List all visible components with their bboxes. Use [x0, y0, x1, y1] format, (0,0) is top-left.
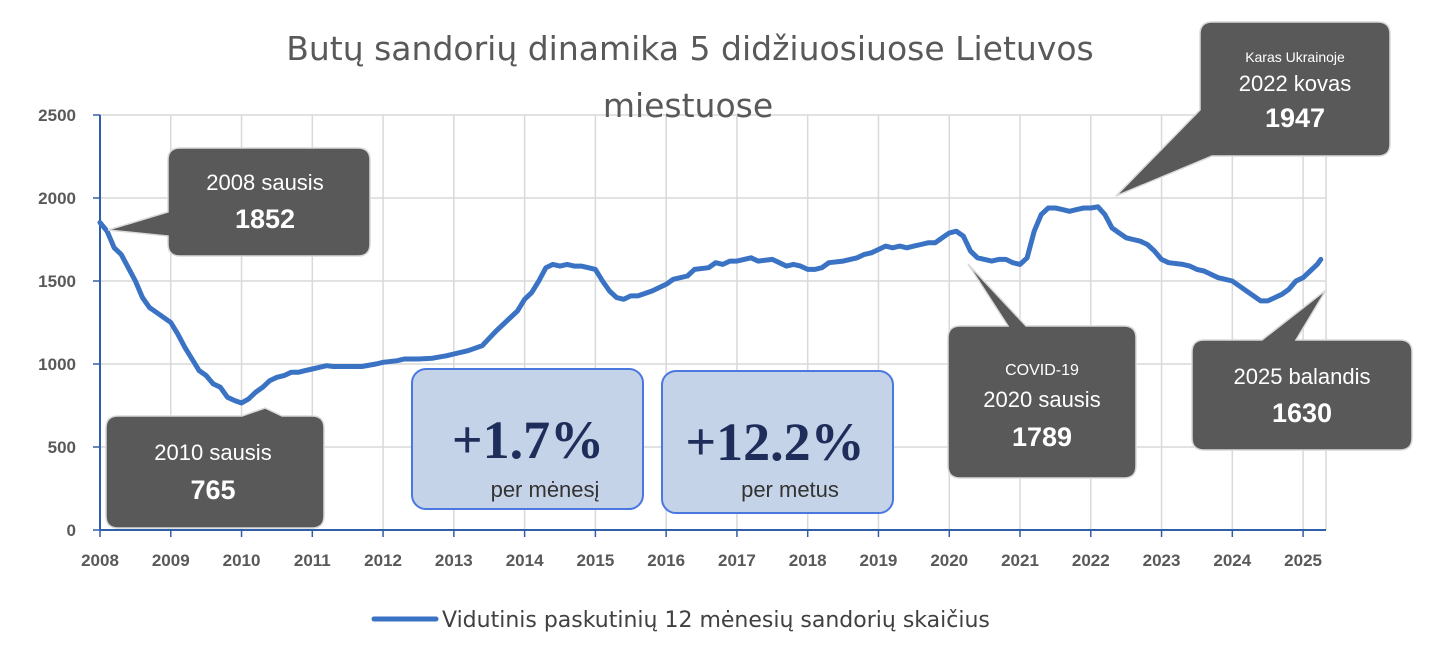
- x-tick-label: 2025: [1284, 551, 1322, 570]
- x-tick-label: 2012: [364, 551, 402, 570]
- callout-2020-label: 2020 sausis: [983, 387, 1100, 412]
- callout-2020-value: 1789: [1012, 422, 1072, 452]
- y-axis-tick-labels: 0 500 1000 1500 2000 2500: [38, 106, 76, 540]
- callout-2008-label: 2008 sausis: [206, 170, 323, 195]
- callout-2025: 2025 balandis 1630: [1191, 289, 1413, 451]
- chart-title-line2: miestuose: [603, 86, 773, 125]
- stat-year-label: per metus: [741, 477, 839, 502]
- callout-2022: Karas Ukrainoje 2022 kovas 1947: [1115, 21, 1391, 197]
- callout-2022-note: Karas Ukrainoje: [1245, 49, 1345, 65]
- stat-month-label: per mėnesį: [491, 477, 600, 502]
- x-tick-label: 2013: [435, 551, 473, 570]
- chart-title-line1: Butų sandorių dinamika 5 didžiuosiuose L…: [286, 29, 1094, 68]
- callout-2022-value: 1947: [1265, 103, 1325, 133]
- callout-2022-label: 2022 kovas: [1239, 71, 1352, 96]
- y-tick-label: 1000: [38, 355, 76, 374]
- x-tick-label: 2019: [860, 551, 898, 570]
- x-tick-label: 2024: [1213, 551, 1251, 570]
- x-tick-label: 2016: [647, 551, 685, 570]
- y-tick-label: 0: [67, 521, 76, 540]
- stat-box-month: +1.7% per mėnesį: [411, 368, 644, 510]
- series-line: [97, 204, 1324, 406]
- x-axis-tick-labels: 2008 2009 2010 2011 2012 2013 2014 2015 2016 2017…: [81, 551, 1322, 570]
- callout-2010-label: 2010 sausis: [154, 440, 271, 465]
- y-tick-label: 1500: [38, 272, 76, 291]
- callout-2008: 2008 sausis 1852: [107, 147, 371, 257]
- callout-2020-note: COVID-19: [1005, 362, 1079, 379]
- x-tick-label: 2009: [152, 551, 190, 570]
- stat-month-value: +1.7%: [452, 410, 604, 470]
- x-tick-label: 2020: [930, 551, 968, 570]
- callout-2010-value: 765: [190, 475, 235, 505]
- x-tick-label: 2017: [718, 551, 756, 570]
- legend-label: Vidutinis paskutinių 12 mėnesių sandorių…: [442, 608, 990, 633]
- callout-2008-value: 1852: [235, 204, 295, 234]
- legend: Vidutinis paskutinių 12 mėnesių sandorių…: [371, 608, 990, 633]
- x-tick-label: 2023: [1143, 551, 1181, 570]
- x-tick-label: 2022: [1072, 551, 1110, 570]
- y-tick-label: 500: [48, 438, 76, 457]
- x-tick-label: 2014: [506, 551, 544, 570]
- x-tick-label: 2008: [81, 551, 119, 570]
- x-tick-label: 2015: [576, 551, 614, 570]
- stat-year-value: +12.2%: [685, 412, 864, 472]
- callout-2025-value: 1630: [1272, 398, 1332, 428]
- callout-2010: 2010 sausis 765: [105, 407, 325, 529]
- x-tick-label: 2021: [1001, 551, 1039, 570]
- x-tick-label: 2018: [789, 551, 827, 570]
- y-tick-label: 2000: [38, 189, 76, 208]
- y-tick-label: 2500: [38, 106, 76, 125]
- x-tick-label: 2011: [294, 551, 331, 570]
- callout-2025-label: 2025 balandis: [1233, 364, 1370, 389]
- callout-2020: COVID-19 2020 sausis 1789: [947, 263, 1137, 479]
- stat-box-year: +12.2% per metus: [661, 370, 894, 514]
- x-tick-label: 2010: [223, 551, 261, 570]
